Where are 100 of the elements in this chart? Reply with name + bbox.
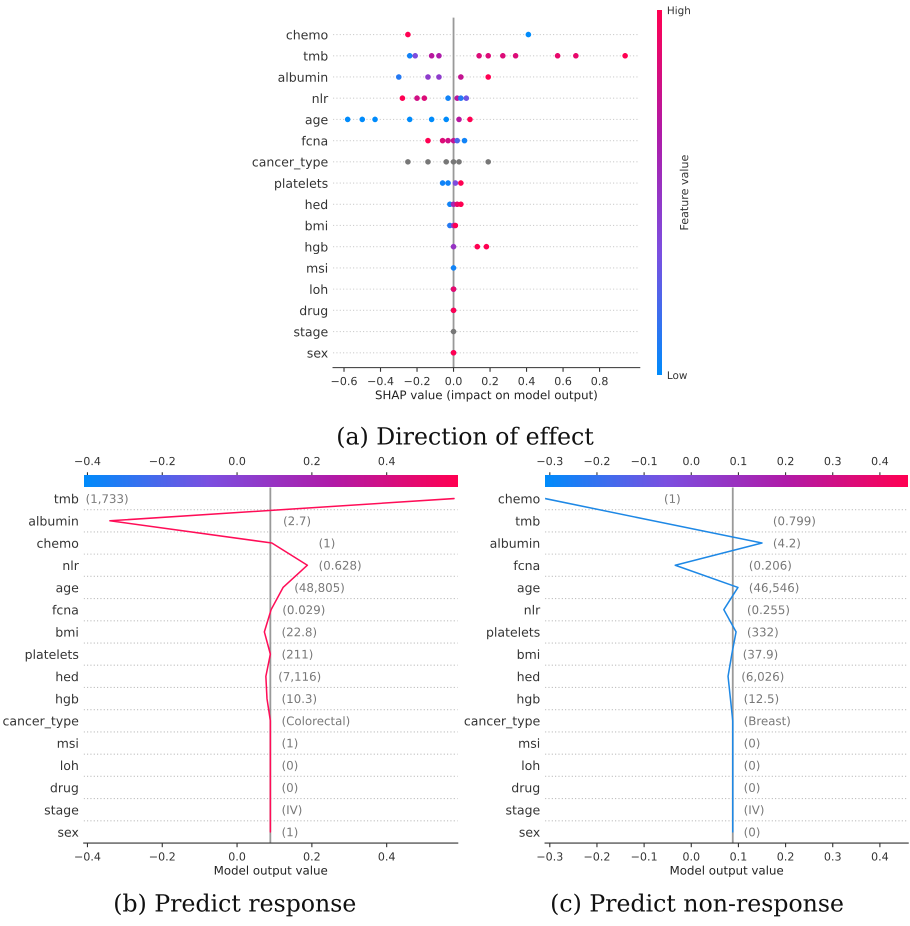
y-tick-label: albumin — [490, 538, 540, 548]
y-tick-label: sex — [58, 830, 78, 837]
annotation: (7,116) — [279, 672, 320, 682]
annotation: (48,805) — [295, 582, 344, 594]
y-tick-label: hgb — [518, 694, 540, 706]
y-tick-label: chemo — [37, 538, 78, 548]
annotation: (IV) — [744, 805, 764, 816]
y-tick-label: fcna — [52, 604, 78, 615]
y-tick-label: msi — [307, 263, 328, 273]
y-tick-label: bmi — [306, 220, 328, 230]
x-tick-label: 0.0 — [445, 376, 462, 386]
y-tick-label: stage — [294, 328, 328, 339]
color-bar-label: −0.2 — [150, 456, 175, 466]
annotation: (0.628) — [320, 560, 361, 572]
y-tick-label: platelets — [275, 178, 328, 190]
y-tick-label: age — [56, 585, 78, 595]
annotation: (IV) — [282, 805, 302, 816]
annotation: (0) — [282, 782, 298, 794]
y-tick-label: albumin — [278, 72, 328, 82]
y-tick-label: msi — [58, 738, 78, 748]
y-tick-label: chemo — [498, 494, 540, 504]
color-bar-label: −0.1 — [632, 456, 657, 466]
y-tick-label: tmb — [54, 494, 78, 504]
x-tick-label: −0.4 — [75, 852, 100, 861]
y-tick-label: platelets — [487, 627, 540, 640]
color-bar-label: −0.3 — [537, 456, 562, 466]
y-tick-label: platelets — [26, 649, 78, 662]
annotation: (4.2) — [774, 538, 800, 549]
annotation: (6,026) — [742, 672, 784, 682]
y-tick-label: hed — [56, 672, 78, 682]
y-tick-label: sex — [307, 350, 328, 358]
annotation: (0.799) — [774, 516, 815, 527]
y-tick-label: nlr — [63, 560, 79, 570]
annotation: (1) — [320, 538, 334, 549]
color-bar-label: −0.4 — [75, 456, 100, 466]
color-bar-label: 0.4 — [872, 456, 888, 466]
x-axis-title: Model output value — [670, 866, 784, 878]
annotation: (Colorectal) — [282, 716, 350, 727]
y-tick-label: loh — [310, 284, 328, 294]
annotation: (46,546) — [750, 582, 798, 594]
y-tick-label: loh — [522, 760, 540, 770]
y-tick-label: fcna — [514, 560, 540, 570]
annotation: (0) — [744, 782, 760, 794]
x-tick-label: 0.0 — [683, 852, 700, 861]
color-bar-label: 0.3 — [824, 456, 841, 466]
y-tick-label: sex — [520, 830, 540, 837]
text: (b) Predict response — [115, 894, 356, 916]
annotation: (0.255) — [748, 605, 789, 616]
x-tick-label: 0.3 — [824, 852, 841, 861]
text: (a) Direction of effect — [338, 426, 594, 448]
color-bar-label: Low — [668, 371, 687, 380]
x-tick-label: −0.3 — [537, 852, 562, 861]
annotation: (0.029) — [283, 605, 324, 616]
color-bar-label: High — [668, 6, 690, 16]
y-tick-label: drug — [50, 782, 78, 795]
x-tick-label: −0.2 — [404, 376, 430, 386]
y-tick-label: msi — [519, 738, 540, 748]
x-tick-label: 0.8 — [591, 376, 608, 386]
y-tick-label: bmi — [56, 627, 78, 637]
x-tick-label: 0.0 — [228, 852, 246, 861]
color-bar-label: 0.2 — [304, 456, 320, 466]
annotation: (0) — [744, 760, 760, 772]
y-tick-label: albumin — [29, 516, 78, 526]
annotation: (0) — [744, 827, 760, 838]
x-tick-label: −0.2 — [584, 852, 610, 861]
y-tick-label: chemo — [286, 30, 328, 40]
annotation: (1) — [282, 738, 298, 749]
y-tick-label: fcna — [302, 136, 328, 146]
x-tick-label: −0.6 — [332, 376, 357, 386]
y-tick-label: age — [306, 117, 328, 127]
annotation: (12.5) — [744, 694, 778, 704]
annotation: (0) — [744, 738, 760, 749]
y-tick-label: bmi — [518, 649, 540, 660]
y-tick-label: hgb — [56, 694, 78, 706]
annotation: (1) — [664, 494, 680, 504]
annotation: (10.3) — [282, 694, 316, 704]
y-tick-label: hgb — [306, 242, 328, 254]
annotation: (332) — [748, 627, 778, 638]
x-tick-label: 0.4 — [518, 376, 535, 386]
x-tick-label: 0.1 — [730, 852, 746, 861]
x-axis-title: Model output value — [214, 866, 328, 878]
text: (c) Predict non-response — [552, 894, 843, 916]
x-tick-label: 0.4 — [872, 852, 888, 861]
y-tick-label: drug — [300, 306, 328, 318]
x-tick-label: 0.4 — [378, 852, 395, 861]
annotation: (211) — [282, 650, 312, 660]
color-bar-label: 0.2 — [777, 456, 794, 466]
y-tick-label: cancer_type — [252, 158, 328, 170]
annotation: (Breast) — [744, 716, 790, 727]
color-bar-label: 0.4 — [378, 456, 395, 466]
annotation: (0) — [282, 760, 298, 772]
y-tick-label: stage — [44, 806, 78, 818]
annotation: (37.9) — [744, 650, 778, 660]
y-tick-label: hed — [306, 200, 328, 210]
y-tick-label: drug — [512, 782, 540, 795]
x-tick-label: −0.4 — [368, 376, 394, 386]
y-tick-label: tmb — [516, 516, 540, 526]
x-tick-label: 0.2 — [304, 852, 320, 861]
y-tick-label: cancer_type — [464, 716, 540, 728]
y-tick-label: stage — [506, 806, 540, 818]
